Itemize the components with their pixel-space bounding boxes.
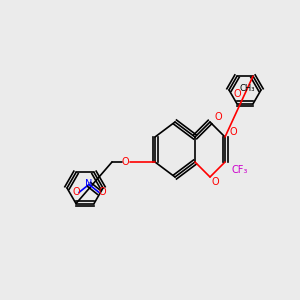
Text: O: O [211,177,219,187]
Text: O: O [121,157,129,167]
Text: CF₃: CF₃ [232,165,248,175]
Text: O: O [229,127,237,137]
Text: N: N [85,179,93,189]
Text: O: O [233,89,241,99]
Text: CH₃: CH₃ [239,84,255,93]
Text: O: O [98,188,106,197]
Text: O: O [214,112,222,122]
Text: O: O [72,188,80,197]
